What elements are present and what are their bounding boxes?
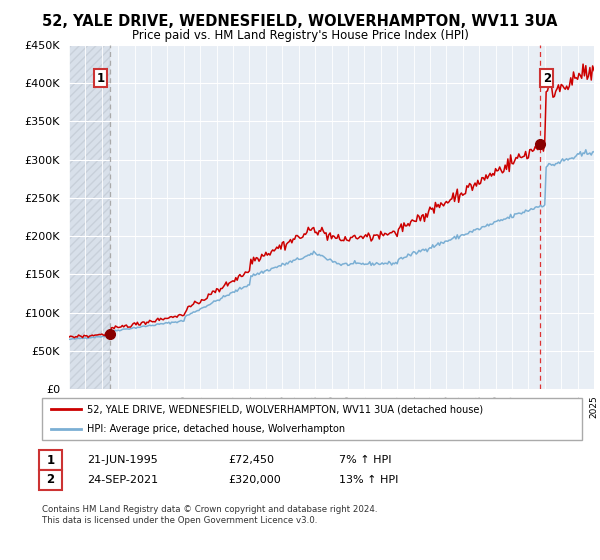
Text: 24-SEP-2021: 24-SEP-2021 xyxy=(87,475,158,485)
Text: 52, YALE DRIVE, WEDNESFIELD, WOLVERHAMPTON, WV11 3UA (detached house): 52, YALE DRIVE, WEDNESFIELD, WOLVERHAMPT… xyxy=(87,404,483,414)
Text: 7% ↑ HPI: 7% ↑ HPI xyxy=(339,455,391,465)
Text: 1: 1 xyxy=(97,72,104,85)
Text: 21-JUN-1995: 21-JUN-1995 xyxy=(87,455,158,465)
Text: HPI: Average price, detached house, Wolverhampton: HPI: Average price, detached house, Wolv… xyxy=(87,424,345,434)
Text: 1: 1 xyxy=(46,454,55,467)
Text: 52, YALE DRIVE, WEDNESFIELD, WOLVERHAMPTON, WV11 3UA: 52, YALE DRIVE, WEDNESFIELD, WOLVERHAMPT… xyxy=(42,14,558,29)
Text: £320,000: £320,000 xyxy=(228,475,281,485)
Text: 13% ↑ HPI: 13% ↑ HPI xyxy=(339,475,398,485)
Text: Price paid vs. HM Land Registry's House Price Index (HPI): Price paid vs. HM Land Registry's House … xyxy=(131,29,469,42)
Text: Contains HM Land Registry data © Crown copyright and database right 2024.
This d: Contains HM Land Registry data © Crown c… xyxy=(42,505,377,525)
Text: £72,450: £72,450 xyxy=(228,455,274,465)
Text: 2: 2 xyxy=(543,72,551,85)
Text: 2: 2 xyxy=(46,473,55,487)
